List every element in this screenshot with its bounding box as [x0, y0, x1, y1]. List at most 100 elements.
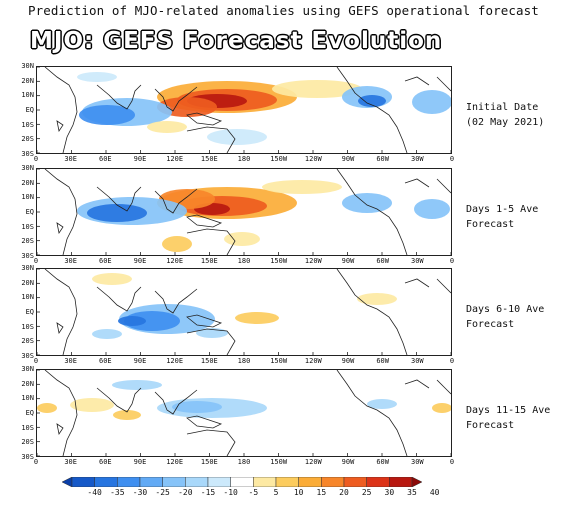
lon-label: 120E: [166, 357, 184, 365]
colorbar-swatch: [185, 477, 209, 487]
lon-label: 0: [449, 357, 455, 365]
lon-label: 60E: [99, 257, 112, 265]
lat-label: EQ: [25, 208, 34, 216]
anomaly-region: [262, 180, 342, 194]
lon-label: 150E: [200, 155, 218, 163]
lon-label: 60E: [99, 357, 112, 365]
lat-label: 20N: [21, 278, 34, 287]
anomaly-region: [112, 380, 162, 390]
lat-label: 10S: [21, 322, 34, 331]
colorbar-label: 10: [293, 488, 304, 497]
panel-label-line1: Days 1-5 Ave: [466, 204, 539, 215]
panel-label-1: Initial Date (02 May 2021): [466, 100, 544, 130]
lon-label: 180: [237, 458, 251, 466]
map-panel-3: [36, 268, 452, 356]
colorbar-label: -20: [178, 488, 193, 497]
lat-label: 20N: [21, 379, 34, 388]
colorbar-swatch: [162, 477, 186, 487]
anomaly-region: [358, 95, 386, 107]
lat-label: EQ: [25, 308, 34, 316]
coastline: [56, 222, 64, 235]
coastline: [404, 76, 430, 86]
coastline: [404, 379, 430, 389]
anomaly-region: [342, 193, 392, 213]
lon-label: 120W: [304, 458, 322, 466]
colorbar-swatch: [117, 477, 141, 487]
lat-label: 30S: [21, 252, 34, 260]
lat-label: 30S: [21, 150, 34, 158]
lon-label: 30W: [411, 458, 424, 466]
anomaly-map-2: [37, 169, 451, 255]
anomaly-region: [414, 199, 450, 219]
lon-label: 30E: [64, 458, 77, 466]
coastline: [336, 67, 408, 153]
anomaly-region: [113, 410, 141, 420]
lat-label: 10S: [21, 222, 34, 231]
anomaly-region: [92, 329, 122, 339]
lon-label: 150E: [200, 357, 218, 365]
colorbar-swatch: [71, 477, 95, 487]
coastline: [336, 269, 408, 355]
lon-label: 60E: [99, 155, 112, 163]
panel-label-3: Days 6-10 Ave Forecast: [466, 302, 544, 332]
colorbar-swatch: [411, 477, 422, 487]
colorbar-swatch: [343, 477, 367, 487]
anomaly-region: [432, 403, 451, 413]
colorbar-label: 5: [273, 488, 279, 497]
map-panel-2: [36, 168, 452, 256]
colorbar-label: 30: [384, 488, 395, 497]
anomaly-region: [224, 232, 260, 246]
colorbar-swatch: [389, 477, 413, 487]
coastline: [186, 214, 223, 228]
anomaly-region: [118, 316, 146, 326]
lon-label: 120W: [304, 257, 322, 265]
colorbar-label: -25: [155, 488, 170, 497]
lon-label: 90E: [133, 458, 147, 466]
anomaly-region: [162, 236, 192, 252]
anomaly-region: [412, 90, 451, 114]
coastline: [96, 387, 142, 413]
lon-label: 120W: [304, 155, 322, 163]
lon-label: 120W: [304, 357, 322, 365]
anomaly-region: [367, 399, 397, 409]
lon-label: 150W: [270, 458, 288, 466]
lon-label: 30E: [64, 155, 77, 163]
anomaly-map-4: [37, 370, 451, 456]
lon-label: 0: [449, 155, 455, 163]
lon-label: 60W: [376, 357, 389, 365]
lon-label: 30W: [411, 357, 424, 365]
anomaly-region: [87, 204, 147, 222]
colorbar-label: 35: [407, 488, 417, 497]
colorbar-label: 40: [429, 488, 440, 497]
lat-label: 30S: [21, 453, 34, 461]
panel-label-line2: Forecast: [466, 319, 515, 330]
anomaly-region: [70, 398, 114, 412]
coastline: [56, 120, 64, 133]
lon-label: 0: [33, 458, 39, 466]
lon-label: 60E: [99, 458, 112, 466]
colorbar-swatch: [94, 477, 118, 487]
colorbar-swatches: [62, 477, 422, 487]
lon-label: 0: [449, 458, 455, 466]
coastline: [186, 314, 223, 328]
colorbar-swatch: [366, 477, 390, 487]
lat-label: 30N: [21, 62, 34, 70]
lat-label: EQ: [25, 106, 34, 114]
panel-label-line2: Forecast: [466, 420, 515, 431]
colorbar-swatch: [253, 477, 277, 487]
lat-label: 10N: [21, 394, 34, 403]
lat-label: 20S: [21, 438, 34, 447]
coastline: [336, 169, 408, 255]
anomaly-region: [147, 121, 187, 133]
coastline: [186, 112, 223, 126]
coastline: [96, 84, 142, 110]
lon-label: 120E: [166, 155, 184, 163]
colorbar-swatch: [230, 477, 254, 487]
lon-label: 150W: [270, 357, 288, 365]
lon-label: 60W: [376, 257, 389, 265]
coastline: [436, 76, 451, 92]
lon-label: 90E: [133, 257, 147, 265]
colorbar-label: -10: [223, 488, 238, 497]
coastline: [436, 278, 451, 294]
chart-title: MJO: GEFS Forecast Evolution: [30, 28, 443, 54]
